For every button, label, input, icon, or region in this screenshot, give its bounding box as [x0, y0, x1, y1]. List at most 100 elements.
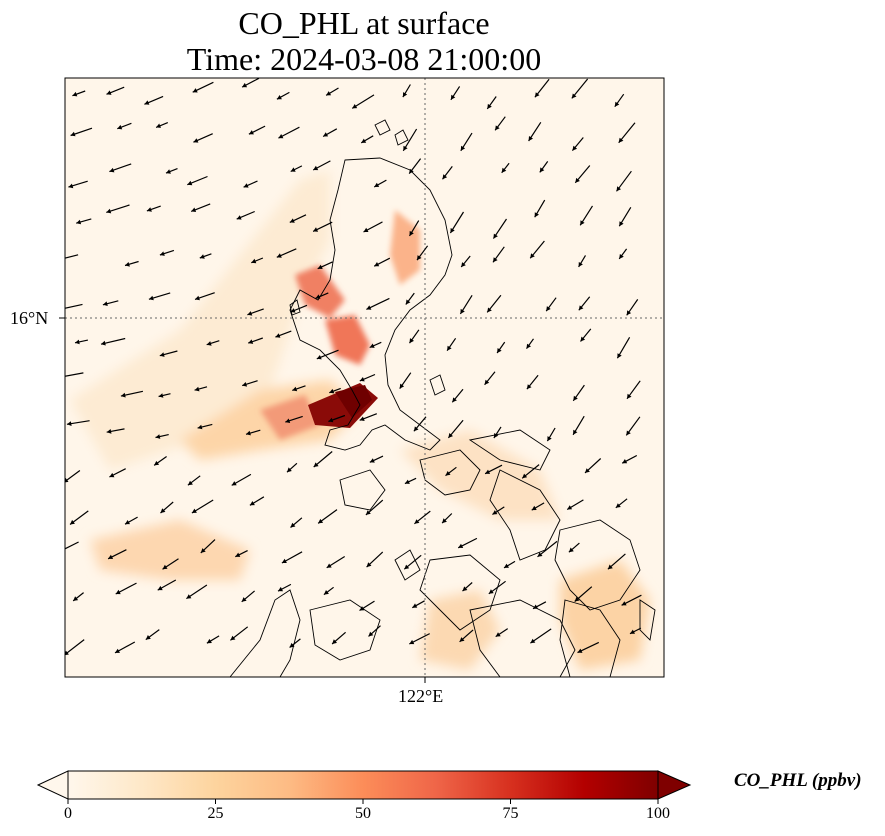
wind-arrow-head: [619, 254, 624, 259]
wind-arrow-head: [276, 95, 282, 100]
wind-arrow-head: [522, 473, 528, 479]
map-frame: [64, 77, 665, 678]
wind-arrow-head: [493, 233, 498, 239]
wind-arrow-head: [580, 220, 585, 226]
wind-arrow-head: [206, 638, 212, 644]
wind-arrow-head: [241, 597, 247, 602]
wind-arrow-shaft: [65, 541, 79, 550]
wind-arrow-head: [166, 169, 171, 174]
wind-arrow-head: [546, 306, 551, 312]
wind-arrow-head: [186, 594, 192, 599]
wind-arrow-head: [534, 212, 539, 218]
wind-arrow-head: [108, 554, 114, 559]
wind-arrow-head: [206, 341, 212, 346]
wind-arrow-head: [399, 383, 405, 389]
wind-arrow-head: [159, 352, 165, 357]
wind-arrow-head: [447, 345, 452, 351]
wind-arrow-head: [530, 253, 535, 259]
wind-arrow-head: [619, 221, 624, 227]
wind-arrow-head: [287, 467, 292, 473]
wind-arrow-head: [246, 430, 251, 436]
wind-arrow-head: [72, 91, 78, 97]
wind-arrow-head: [462, 586, 468, 592]
wind-arrow-head: [445, 471, 451, 476]
wind-arrow-head: [452, 397, 457, 403]
wind-arrow-head: [290, 522, 296, 528]
wind-arrow-head: [585, 468, 590, 473]
wind-arrow-head: [242, 382, 248, 387]
wind-arrow-head: [615, 503, 621, 508]
wind-arrow-head: [578, 305, 584, 311]
wind-arrow-head: [567, 505, 573, 510]
wind-arrow-head: [572, 145, 578, 151]
wind-arrow-head: [148, 295, 154, 301]
wind-arrow-head: [405, 299, 411, 305]
wind-arrow-head: [75, 339, 80, 345]
colorbar-tick-25: 25: [207, 805, 224, 822]
wind-arrow-head: [248, 130, 254, 135]
wind-arrow-head: [313, 462, 319, 467]
wind-arrow-head: [70, 519, 75, 525]
wind-arrow-shaft: [65, 254, 79, 259]
colorbar-title: CO_PHL (ppbv): [734, 770, 862, 791]
wind-arrow-head: [442, 174, 448, 180]
lat-tick-label: 16°N: [10, 308, 49, 328]
wind-arrow-head: [289, 642, 295, 648]
wind-arrow-head: [493, 257, 498, 263]
wind-arrow-head: [537, 552, 543, 557]
wind-arrow-head: [326, 91, 332, 96]
wind-arrow-head: [158, 393, 164, 398]
wind-arrow-head: [156, 123, 161, 128]
wind-arrow-head: [580, 336, 586, 342]
wind-arrow-shaft: [65, 372, 84, 377]
wind-arrow-head: [289, 218, 295, 223]
wind-arrow-head: [458, 543, 464, 548]
wind-arrow-head: [487, 103, 492, 109]
wind-arrow-head: [60, 256, 65, 261]
wind-arrow-head: [59, 306, 64, 311]
wind-arrow-head: [621, 601, 627, 606]
wind-arrow-head: [313, 165, 319, 171]
wind-arrow-head: [450, 94, 456, 100]
wind-vectors: [59, 78, 642, 656]
wind-arrow-head: [193, 138, 199, 143]
wind-arrow-head: [65, 478, 69, 483]
wind-arrow-head: [187, 180, 193, 186]
wind-arrow-head: [359, 377, 365, 382]
wind-arrow-head: [76, 219, 82, 225]
wind-arrow-head: [404, 479, 410, 484]
wind-arrow-head: [146, 207, 152, 212]
wind-arrow-head: [374, 262, 380, 267]
colorbar-tick-0: 0: [64, 805, 72, 822]
wind-arrow-head: [501, 167, 507, 173]
wind-arrow-head: [125, 262, 130, 267]
wind-arrow-head: [573, 429, 578, 435]
wind-arrow-head: [413, 426, 419, 432]
wind-arrow-head: [326, 563, 332, 568]
wind-arrow-head: [630, 629, 635, 634]
wind-arrow-head: [614, 101, 620, 107]
wind-arrow-head: [194, 386, 200, 392]
wind-arrow-head: [195, 295, 200, 301]
wind-arrow-head: [366, 562, 372, 568]
wind-arrow-head: [192, 88, 198, 93]
wind-arrow-head: [197, 424, 203, 430]
wind-arrow-head: [157, 585, 163, 591]
wind-arrow-head: [316, 355, 322, 360]
colorbar-extend-max: [657, 770, 692, 800]
wind-arrow-head: [285, 418, 291, 423]
wind-arrow-head: [155, 434, 161, 439]
wind-arrow-head: [242, 82, 248, 88]
wind-arrow-head: [276, 253, 282, 258]
wind-arrow-head: [323, 132, 329, 137]
wind-arrow-head: [504, 563, 509, 568]
wind-arrow-head: [317, 264, 323, 269]
wind-arrow-head: [574, 596, 580, 602]
wind-arrow-head: [278, 134, 284, 139]
wind-arrow-head: [528, 136, 533, 141]
wind-arrow-head: [102, 301, 108, 306]
wind-arrow-head: [159, 251, 165, 256]
wind-arrow-head: [577, 648, 583, 653]
wind-arrow-head: [115, 648, 120, 653]
